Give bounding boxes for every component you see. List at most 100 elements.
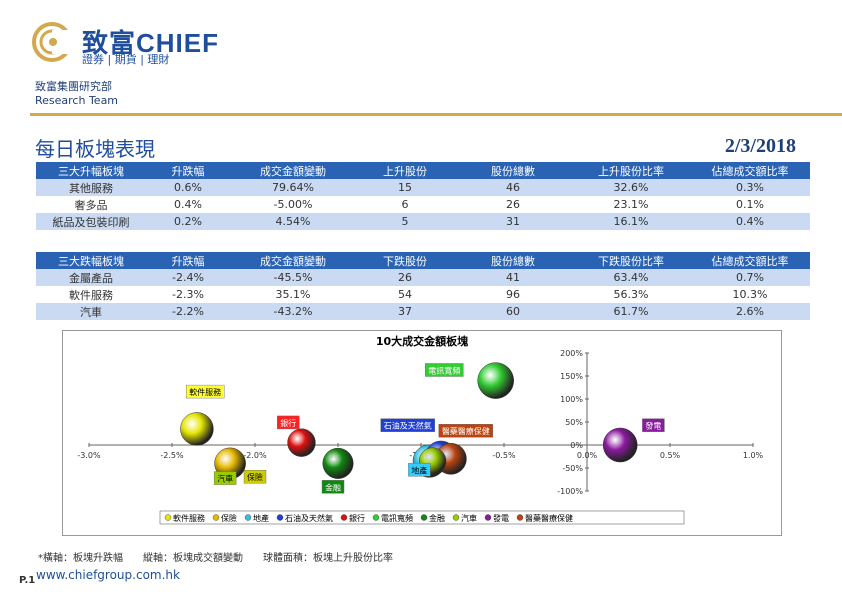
column-header: 股份總數 <box>454 252 572 269</box>
table-cell: 0.4% <box>690 213 810 230</box>
table-row: 汽車 -2.2% -43.2% 37 60 61.7% 2.6% <box>36 303 810 320</box>
table-cell: 26 <box>356 269 454 286</box>
table-cell: 0.3% <box>690 179 810 196</box>
table-cell: 奢多品 <box>74 198 108 212</box>
table-header-row: 三大升幅板塊 升跌幅 成交金額變動 上升股份 股份總數 上升股份比率 佔總成交額… <box>36 162 810 179</box>
table-cell: 10.3% <box>732 288 768 301</box>
legend-item: 軟件服務 <box>173 513 205 523</box>
table-cell: 6 <box>401 198 409 211</box>
table-row: 金屬產品 -2.4% -45.5% 26 41 63.4% 0.7% <box>36 269 810 286</box>
data-label-box <box>276 415 300 430</box>
column-header: 佔總成交額比率 <box>690 162 810 179</box>
table-row: 奢多品 0.4% -5.00% 6 26 23.1% 0.1% <box>36 196 810 213</box>
y-tick-label: 50% <box>565 418 583 427</box>
data-label: 石油及天然氣 <box>384 421 432 431</box>
table-cell: -2.3% <box>172 288 204 301</box>
y-tick-label: 150% <box>560 372 583 381</box>
data-label: 電訊寬頻 <box>428 365 460 375</box>
legend-marker <box>372 514 380 521</box>
chart-svg: -3.0%-2.5%-2.0%-1.5%-1.0%-0.5%0.0%0.5%1.… <box>77 349 764 525</box>
data-label: 軟件服務 <box>189 387 221 397</box>
department: 致富集團研究部 Research Team <box>35 80 118 108</box>
legend-marker <box>276 514 284 521</box>
table-header-row: 三大跌幅板塊 升跌幅 成交金額變動 下跌股份 股份總數 下跌股份比率 佔總成交額… <box>36 252 810 269</box>
bubble-軟件服務 <box>180 412 214 446</box>
footnote: *橫軸：板塊升跌幅 縱軸：板塊成交額變動 球體面積：板塊上升股份比率 <box>38 553 393 564</box>
data-label-box <box>408 463 431 477</box>
table-cell: 汽車 <box>36 303 146 320</box>
chart-title: 10大成交金額板塊 <box>375 335 469 348</box>
table-cell: 0.7% <box>690 269 810 286</box>
legend-item: 發電 <box>493 514 509 523</box>
table-cell: 46 <box>454 179 572 196</box>
legend-item: 保險 <box>221 513 237 523</box>
report-date: 2/3/2018 <box>724 135 796 157</box>
bottom-sectors-table: 三大跌幅板塊 升跌幅 成交金額變動 下跌股份 股份總數 下跌股份比率 佔總成交額… <box>36 252 810 320</box>
y-tick-label: 100% <box>560 395 583 404</box>
table-cell: 61.7% <box>572 303 690 320</box>
table-cell: 2.6% <box>690 303 810 320</box>
column-header: 上升股份比率 <box>572 162 690 179</box>
x-tick-label: -0.5% <box>492 451 516 460</box>
table-cell: 41 <box>454 269 572 286</box>
column-header: 佔總成交額比率 <box>690 252 810 269</box>
table-cell: 0.2% <box>146 213 230 230</box>
page-title: 每日板塊表現 <box>35 137 155 161</box>
table-cell: -45.5% <box>230 269 356 286</box>
table-cell: -2.2% <box>146 303 230 320</box>
table-cell: 32.6% <box>572 179 690 196</box>
legend-item: 金融 <box>429 513 445 523</box>
table-cell: 0.4% <box>174 198 202 211</box>
table-cell: 軟件服務 <box>69 288 113 302</box>
bubble-chart: 10大成交金額板塊 -3.0%-2.5%-2.0%-1.5%-1.0%-0.5%… <box>62 330 782 536</box>
x-tick-label: 0.0% <box>577 451 598 460</box>
website-link[interactable]: www.chiefgroup.com.hk <box>36 568 180 582</box>
top-sectors-table: 三大升幅板塊 升跌幅 成交金額變動 上升股份 股份總數 上升股份比率 佔總成交額… <box>36 162 810 230</box>
data-label: 地產 <box>411 465 427 475</box>
x-tick-label: -3.0% <box>77 451 101 460</box>
department-name-en: Research Team <box>35 94 119 107</box>
legend-marker <box>484 514 492 521</box>
y-tick-label: 200% <box>560 349 583 358</box>
table-cell: 23.1% <box>613 198 649 211</box>
table-cell: 96 <box>506 288 520 301</box>
legend-marker <box>420 514 428 521</box>
data-label-box <box>185 384 225 399</box>
bubble-銀行 <box>287 428 316 457</box>
y-tick-label: 0% <box>570 441 583 450</box>
data-label-box <box>321 480 345 494</box>
data-label: 醫藥醫療保健 <box>442 426 490 436</box>
legend-marker <box>164 514 172 521</box>
table-cell: 5 <box>356 213 454 230</box>
bubble-發電 <box>602 427 638 463</box>
x-tick-label: 1.0% <box>743 451 764 460</box>
column-header: 三大升幅板塊 <box>36 162 146 179</box>
table-cell: 其他服務 <box>36 179 146 196</box>
column-header: 下跌股份 <box>356 252 454 269</box>
legend-marker <box>516 514 524 521</box>
legend-item: 銀行 <box>349 513 365 523</box>
data-label: 發電 <box>645 422 661 431</box>
x-tick-label: -2.0% <box>243 451 267 460</box>
data-label-box <box>438 423 494 438</box>
department-name: 致富集團研究部 <box>35 80 112 93</box>
table-cell: 紙品及包裝印刷 <box>36 213 146 230</box>
legend-item: 汽車 <box>461 513 477 523</box>
header-divider <box>30 113 842 116</box>
bubble-電訊寬頻 <box>477 362 514 399</box>
table-row: 其他服務 0.6% 79.64% 15 46 32.6% 0.3% <box>36 179 810 196</box>
table-cell: -43.2% <box>230 303 356 320</box>
legend-item: 電訊寬頻 <box>381 513 413 523</box>
table-cell: 15 <box>356 179 454 196</box>
table-cell: 26 <box>506 198 520 211</box>
column-header: 上升股份 <box>356 162 454 179</box>
table-cell: 54 <box>398 288 412 301</box>
brand-tagline: 證券 | 期貨 | 理財 <box>82 53 170 66</box>
table-cell: 35.1% <box>275 288 311 301</box>
column-header: 升跌幅 <box>146 252 230 269</box>
legend-marker <box>244 514 252 521</box>
table-cell: 60 <box>454 303 572 320</box>
column-header: 成交金額變動 <box>230 162 356 179</box>
table-cell: 金屬產品 <box>36 269 146 286</box>
data-label-box <box>213 471 237 485</box>
